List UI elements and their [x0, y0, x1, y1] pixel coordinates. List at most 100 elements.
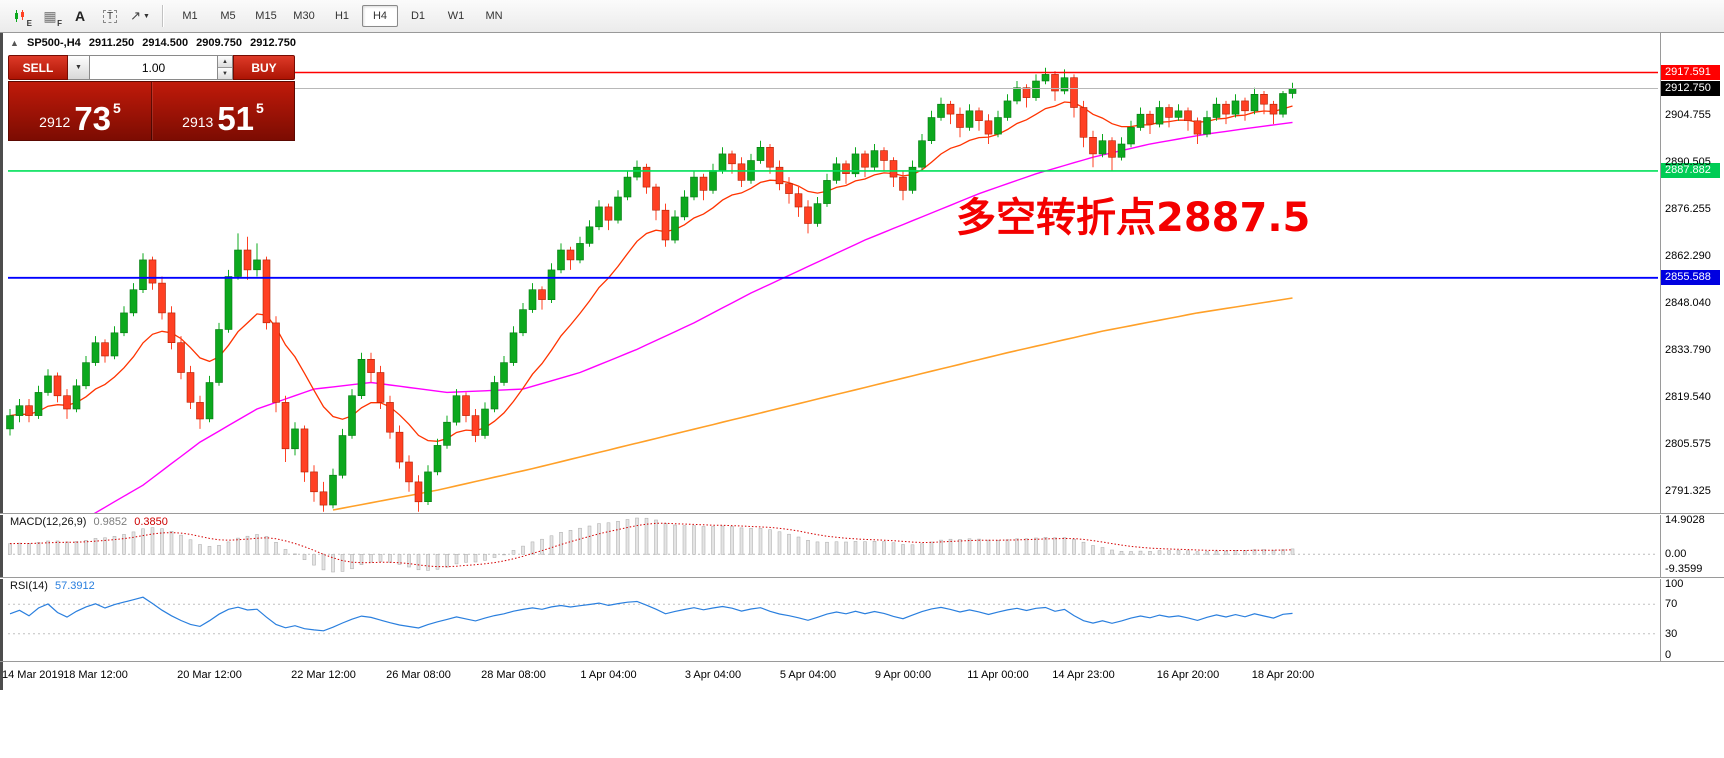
candle — [462, 395, 470, 416]
candle — [671, 216, 679, 241]
toolbar-separator — [162, 5, 164, 27]
candle — [1127, 127, 1135, 145]
candle — [167, 312, 176, 343]
candle — [1279, 93, 1287, 115]
symbol-ohlc-header: ▲ SP500-,H4 2911.250 2914.500 2909.750 2… — [10, 37, 301, 49]
candle — [196, 402, 204, 420]
macd-axis-label: 14.9028 — [1665, 514, 1705, 526]
candle — [870, 150, 879, 168]
candle — [272, 322, 280, 403]
candle — [424, 471, 432, 502]
time-axis-label: 5 Apr 04:00 — [779, 669, 837, 681]
time-axis[interactable] — [0, 661, 1724, 690]
candle — [614, 196, 622, 221]
bid-quote[interactable]: 2912 73 5 — [9, 82, 152, 140]
icon-badge: E — [26, 19, 32, 28]
time-axis-label: 14 Apr 23:00 — [1052, 669, 1115, 681]
timeframe-mn[interactable]: MN — [485, 10, 503, 22]
candle — [110, 332, 119, 357]
candle — [699, 176, 708, 191]
timeframe-h4[interactable]: H4 — [362, 5, 398, 27]
candle — [1155, 107, 1164, 125]
candle — [91, 342, 100, 363]
candle — [775, 166, 784, 185]
timeframe-m5[interactable]: M5 — [220, 10, 236, 22]
candle — [1022, 87, 1031, 98]
pane-divider[interactable] — [0, 513, 1724, 514]
candle — [224, 276, 233, 330]
ask-quote[interactable]: 2913 51 5 — [152, 82, 294, 140]
candle — [918, 140, 926, 168]
grid-icon[interactable]: ▦ F — [43, 8, 62, 28]
candle — [291, 428, 299, 450]
rsi-name: RSI(14) — [10, 580, 48, 592]
candle — [1222, 103, 1230, 115]
price-axis[interactable] — [1660, 33, 1724, 661]
timeframe-d1[interactable]: D1 — [410, 10, 426, 22]
buy-button[interactable]: BUY — [233, 55, 295, 80]
time-axis-label: 20 Mar 12:00 — [177, 669, 242, 681]
symbol-title: SP500-,H4 — [26, 37, 81, 49]
candle — [633, 166, 641, 178]
text-box-icon[interactable]: T — [96, 3, 124, 29]
rsi-axis-label: 0 — [1665, 649, 1672, 661]
candle — [414, 481, 423, 503]
pane-divider[interactable] — [0, 577, 1724, 578]
candle — [557, 249, 565, 271]
candle — [652, 186, 660, 211]
timeframe-m15[interactable]: M15 — [255, 10, 277, 22]
candle — [1013, 87, 1021, 102]
current-price-line-price-tag: 2912.750 — [1661, 80, 1720, 96]
support-line-price-tag: 2855.588 — [1661, 270, 1720, 286]
candle — [956, 113, 964, 128]
candle — [766, 147, 774, 168]
candle — [566, 249, 575, 261]
time-axis-label: 18 Mar 12:00 — [63, 669, 128, 681]
candle — [490, 382, 499, 410]
volume-input[interactable] — [90, 55, 218, 80]
sell-button[interactable]: SELL — [8, 55, 68, 80]
candle — [680, 196, 689, 218]
timeframe-h1[interactable]: H1 — [334, 10, 350, 22]
macd-axis-label: 0.00 — [1665, 548, 1687, 561]
candle — [1146, 113, 1154, 125]
main-pane-plot — [6, 67, 1297, 513]
chart-canvas[interactable] — [0, 33, 1724, 690]
volume-decrease-button[interactable]: ▼ — [218, 68, 232, 79]
ma-mid-line — [93, 121, 1293, 513]
candle — [471, 415, 480, 436]
timeframe-m30[interactable]: M30 — [293, 10, 315, 22]
timeframe-w1[interactable]: W1 — [447, 10, 465, 22]
chart-annotation[interactable]: 多空转折点2887.5 — [956, 195, 1311, 241]
drawing-tools-icon[interactable]: ↗ ▼ — [130, 8, 150, 23]
volume-increase-button[interactable]: ▲ — [218, 56, 232, 68]
chevron-down-icon: ▼ — [75, 64, 82, 71]
ma-fast-line — [9, 101, 1293, 442]
y-axis-label: 2833.790 — [1665, 344, 1711, 357]
resistance-line-price-tag: 2917.591 — [1661, 64, 1720, 80]
time-axis-label: 14 Mar 2019 — [2, 669, 64, 681]
candle — [1193, 120, 1202, 135]
candle — [899, 176, 907, 191]
window-left-edge — [0, 33, 3, 690]
candle — [690, 176, 698, 198]
volume-dropdown-button[interactable]: ▼ — [68, 55, 90, 80]
macd-histogram — [8, 517, 1295, 573]
candle — [538, 289, 546, 300]
candle — [34, 392, 43, 416]
ask-big-digits: 51 — [217, 99, 255, 137]
time-axis-label: 28 Mar 08:00 — [481, 669, 546, 681]
timeframe-m1[interactable]: M1 — [182, 10, 198, 22]
candle — [262, 259, 271, 324]
candle — [44, 375, 52, 393]
macd-axis-label: -9.3599 — [1665, 563, 1703, 575]
collapse-icon[interactable]: ▲ — [10, 38, 19, 48]
candle — [329, 474, 337, 506]
candlestick-chart-icon[interactable]: E — [6, 3, 34, 29]
candle — [319, 491, 328, 506]
rsi-axis-label: 30 — [1665, 627, 1678, 640]
candle — [1089, 137, 1097, 155]
y-axis-label: 2805.575 — [1665, 437, 1711, 450]
text-annotation-icon[interactable]: A — [74, 8, 86, 24]
candle — [1231, 100, 1240, 115]
